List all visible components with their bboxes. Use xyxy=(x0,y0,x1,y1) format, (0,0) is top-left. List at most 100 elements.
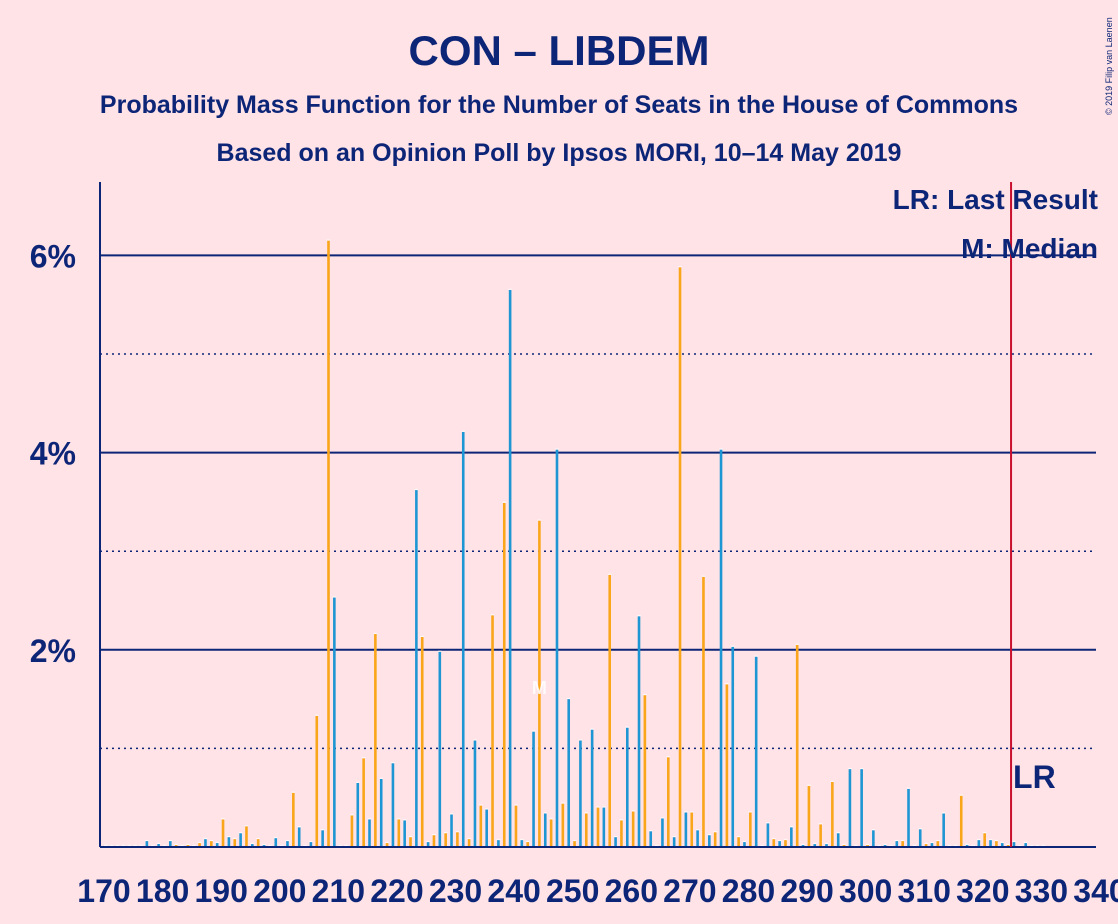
bar-con xyxy=(333,597,336,847)
bar-con xyxy=(907,788,910,847)
last-result-label: LR xyxy=(1013,759,1056,795)
bar-cap xyxy=(449,813,454,815)
bar-cap xyxy=(520,838,524,841)
x-tick-label: 240 xyxy=(487,873,540,909)
x-tick-label: 300 xyxy=(839,873,892,909)
bar-libdem xyxy=(385,843,389,847)
bar-con xyxy=(567,699,571,847)
bar-cap xyxy=(602,806,606,808)
bar-cap xyxy=(643,693,647,696)
bar-cap xyxy=(391,761,395,764)
bar-con xyxy=(696,830,699,847)
bar-con xyxy=(848,769,852,847)
x-tick-label: 190 xyxy=(194,873,247,909)
bar-cap xyxy=(367,818,372,820)
bar-con xyxy=(778,841,781,847)
bar-cap xyxy=(455,831,460,833)
bar-con xyxy=(825,844,828,847)
bar-libdem xyxy=(350,815,354,847)
bar-libdem xyxy=(256,839,260,847)
bar-cap xyxy=(443,831,448,834)
chart-title: CON – LIBDEM xyxy=(408,27,709,74)
bar-cap xyxy=(988,838,993,841)
bar-cap xyxy=(420,635,425,637)
bar-con xyxy=(790,827,793,847)
bar-libdem xyxy=(901,841,904,847)
bar-cap xyxy=(877,844,882,847)
bar-cap xyxy=(561,802,565,804)
bar-cap xyxy=(385,841,389,844)
bar-libdem xyxy=(549,819,553,847)
bar-libdem xyxy=(596,807,600,847)
bar-cap xyxy=(490,614,495,616)
bar-cap xyxy=(1023,841,1028,844)
bar-con xyxy=(543,813,547,847)
bar-cap xyxy=(484,808,489,810)
bar-con xyxy=(415,490,418,847)
y-axis-ticks: 2% 4% 6% xyxy=(30,238,76,668)
bar-cap xyxy=(637,615,641,617)
bar-cap xyxy=(842,843,846,846)
bar-cap xyxy=(531,730,536,732)
bar-cap xyxy=(109,844,114,847)
bar-cap xyxy=(432,833,436,836)
bar-con xyxy=(754,656,758,847)
bar-libdem xyxy=(432,835,436,847)
bar-con xyxy=(1000,843,1004,847)
bar-cap xyxy=(426,840,430,843)
legend-median: M: Median xyxy=(961,233,1098,264)
bar-con xyxy=(1012,842,1016,847)
bar-cap xyxy=(244,825,249,827)
bar-cap xyxy=(309,840,313,843)
bar-con xyxy=(872,830,875,847)
bar-cap xyxy=(607,573,612,575)
bar-con xyxy=(930,843,934,847)
bar-con xyxy=(766,823,770,847)
bar-cap xyxy=(590,728,594,730)
bar-cap xyxy=(807,784,811,786)
bar-libdem xyxy=(233,839,237,847)
bar-cap xyxy=(285,839,290,842)
bar-libdem xyxy=(831,781,834,847)
bar-libdem xyxy=(608,574,612,847)
bar-cap xyxy=(209,839,214,842)
bar-cap xyxy=(871,829,876,831)
bar-libdem xyxy=(702,576,705,847)
x-tick-label: 320 xyxy=(956,873,1009,909)
bar-cap xyxy=(332,596,337,598)
bar-cap xyxy=(273,836,278,839)
bar-libdem xyxy=(959,795,963,847)
bar-con xyxy=(508,289,512,847)
bar-cap xyxy=(467,837,471,840)
bar-cap xyxy=(379,777,384,779)
bar-libdem xyxy=(538,520,541,847)
bar-cap xyxy=(900,839,905,842)
bar-cap xyxy=(133,844,137,847)
bar-cap xyxy=(566,697,571,700)
bar-con xyxy=(684,812,688,847)
bar-libdem xyxy=(772,839,776,847)
bar-con xyxy=(860,769,863,847)
bar-libdem xyxy=(292,792,295,847)
bar-cap xyxy=(801,843,805,846)
bar-con xyxy=(391,763,395,847)
bar-cap xyxy=(438,650,442,652)
bar-con xyxy=(157,844,160,847)
x-tick-label: 210 xyxy=(312,873,365,909)
bar-cap xyxy=(355,781,360,783)
bar-cap xyxy=(338,844,343,847)
bar-cap xyxy=(701,575,706,577)
bar-libdem xyxy=(221,819,225,847)
bar-cap xyxy=(215,841,219,844)
bar-cap xyxy=(707,833,712,836)
x-tick-label: 250 xyxy=(546,873,599,909)
bar-cap xyxy=(104,844,108,847)
bar-con xyxy=(473,740,477,847)
bar-con xyxy=(251,844,254,847)
bar-con xyxy=(297,827,301,847)
bar-cap xyxy=(279,844,284,847)
bar-libdem xyxy=(573,841,576,847)
bar-cap xyxy=(965,843,969,846)
